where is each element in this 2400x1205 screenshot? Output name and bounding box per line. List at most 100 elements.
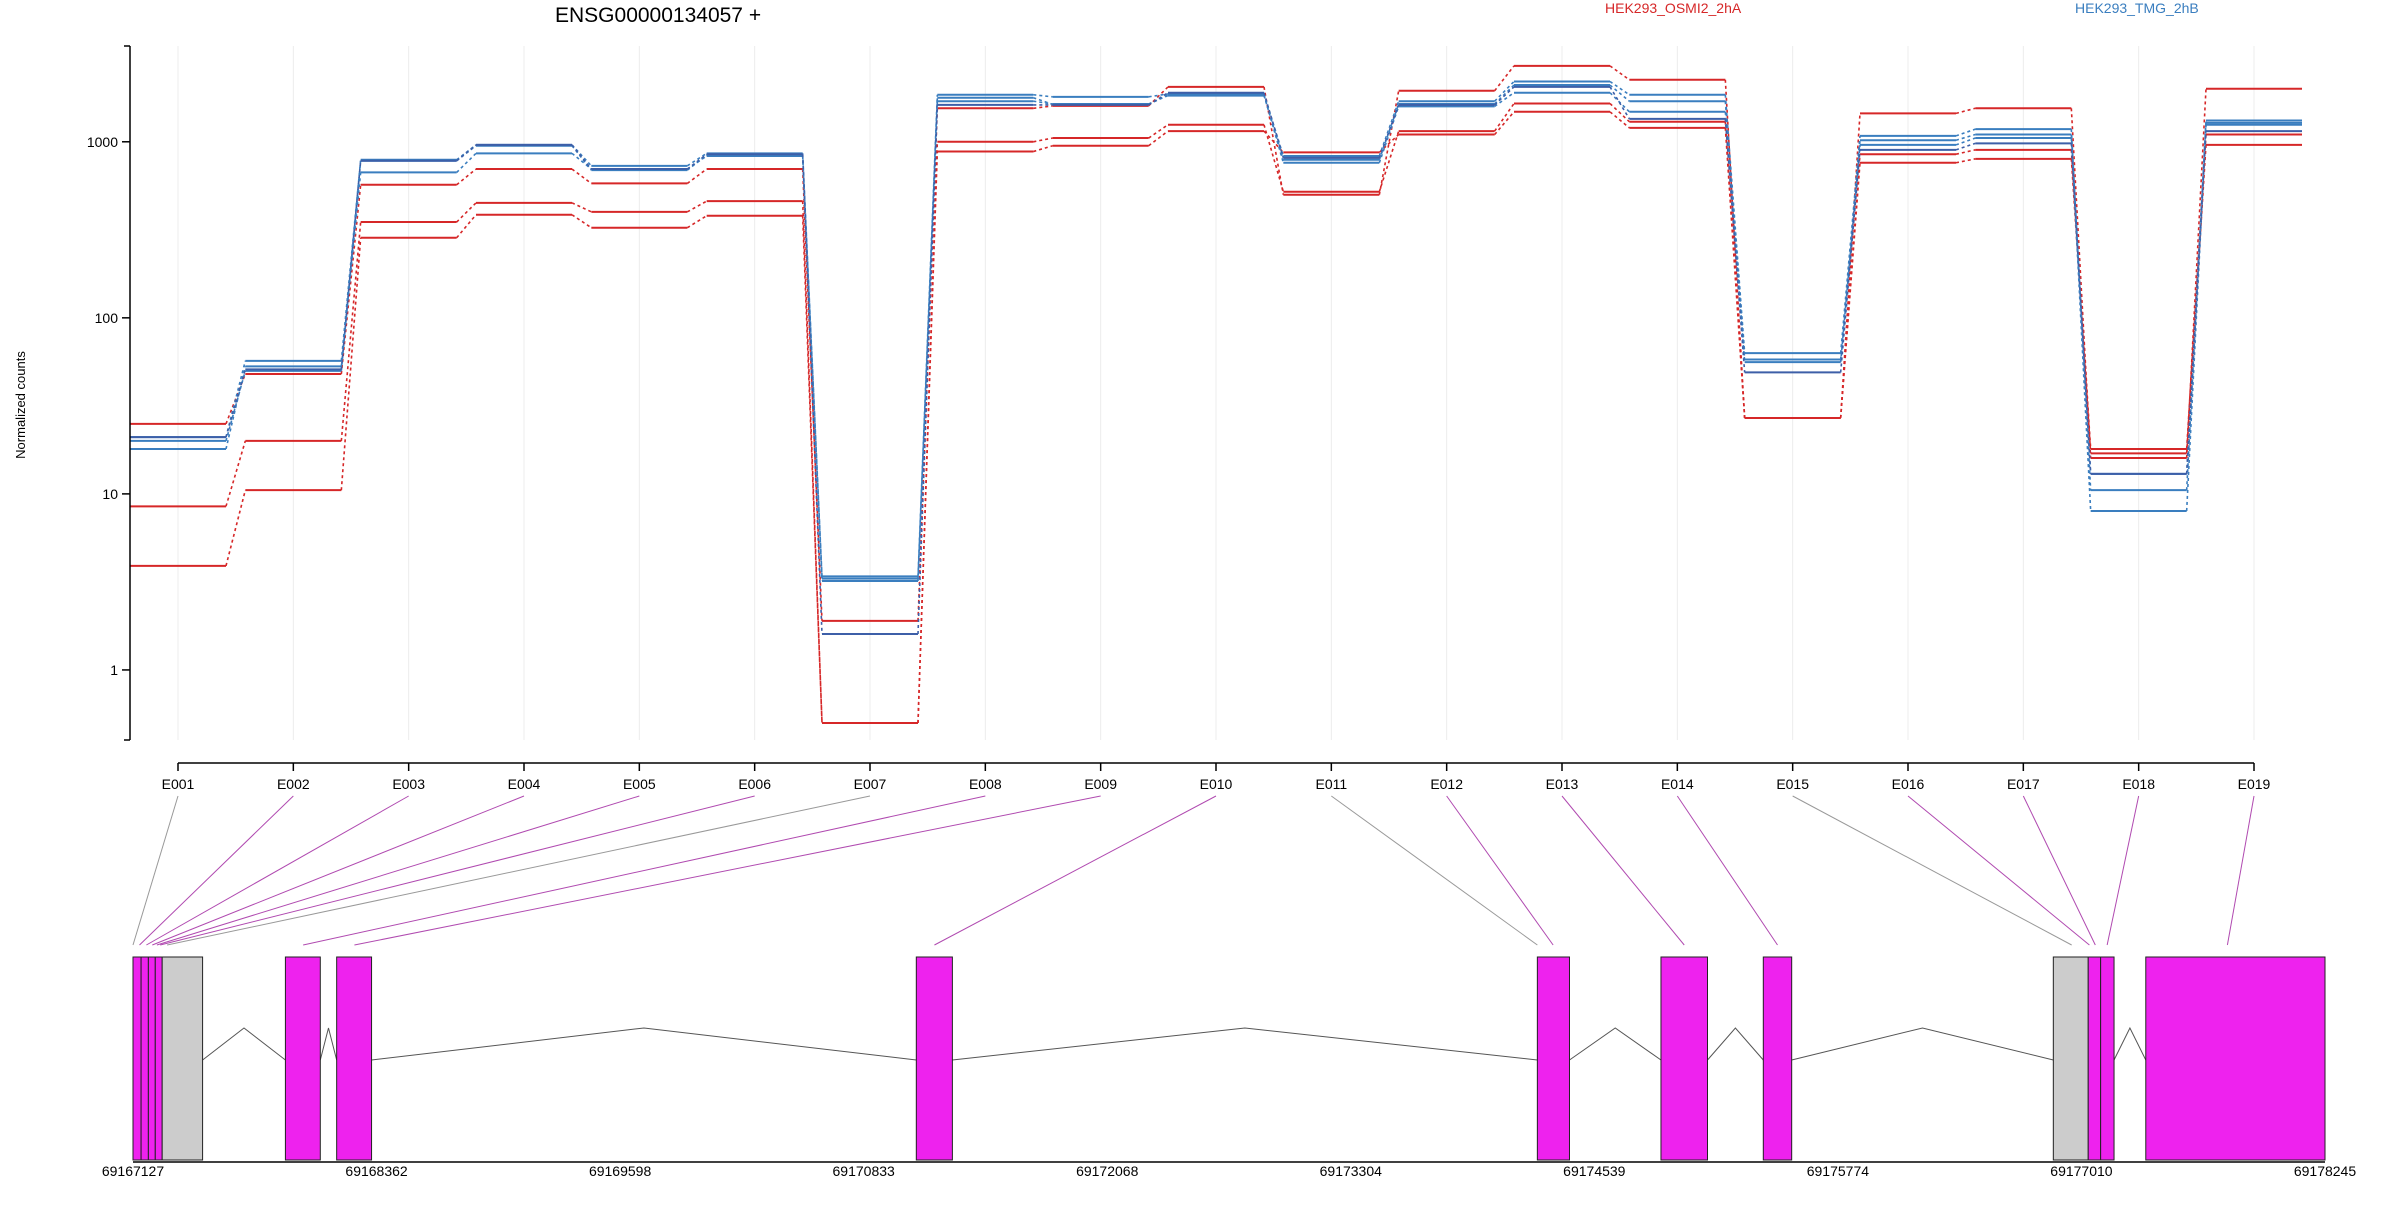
gene-exon-5 xyxy=(161,956,204,1161)
gene-exon-1 xyxy=(132,956,142,1161)
intron-10 xyxy=(1707,1027,1764,1061)
series-7-connector-E006 xyxy=(801,154,823,635)
series-2-connector-E009 xyxy=(1148,124,1169,139)
coord-tick-label-69175774: 69175774 xyxy=(1807,1163,1870,1179)
series-5-connector-E008 xyxy=(1033,100,1053,105)
series-3-connector-E002 xyxy=(340,237,362,491)
y-axis-label: Normalized counts xyxy=(13,351,28,459)
series-7-connector-E015 xyxy=(1839,149,1861,373)
mapping-line-E002 xyxy=(139,795,294,946)
series-2-connector-E001 xyxy=(225,440,247,507)
gene-exon-12 xyxy=(2052,956,2089,1161)
x-tick-label-E004: E004 xyxy=(508,776,541,792)
coord-tick-label-69177010: 69177010 xyxy=(2050,1163,2113,1179)
gene-exon-10 xyxy=(1660,956,1709,1161)
series-layer xyxy=(130,64,2302,724)
gene-exon-4 xyxy=(154,956,163,1161)
series-3-connector-E014 xyxy=(1724,127,1746,418)
series-5-connector-E007 xyxy=(917,101,939,579)
gene-exon-15 xyxy=(2145,956,2326,1161)
series-4-connector-E012 xyxy=(1494,80,1515,102)
series-1-connector-E016 xyxy=(1955,107,1976,115)
intron-9 xyxy=(1569,1027,1662,1061)
mapping-line-E006 xyxy=(160,795,755,946)
mapping-line-E001 xyxy=(132,795,179,946)
series-1-connector-E003 xyxy=(456,168,477,186)
y-tick-label-10: 10 xyxy=(102,486,118,502)
mapping-line-E019 xyxy=(2226,795,2255,946)
coord-tick-label-69169598: 69169598 xyxy=(589,1163,652,1179)
gene-exon-14 xyxy=(2100,956,2115,1161)
mapping-line-E016 xyxy=(1907,795,2090,946)
series-7-connector-E013 xyxy=(1609,86,1631,120)
gene-exon-7 xyxy=(336,956,373,1161)
legend-label-condition-1: HEK293_OSMI2_2hA xyxy=(1605,0,1742,16)
mapping-line-E003 xyxy=(146,795,409,946)
series-2-connector-E012 xyxy=(1494,103,1515,132)
series-2-connector-E004 xyxy=(571,202,592,213)
coord-tick-label-69170833: 69170833 xyxy=(833,1163,896,1179)
mapping-line-E010 xyxy=(934,795,1217,946)
x-tick-label-E016: E016 xyxy=(1892,776,1925,792)
intron-5 xyxy=(202,1027,286,1061)
mapping-line-E005 xyxy=(156,795,640,946)
series-1-connector-E012 xyxy=(1494,65,1515,92)
x-tick-label-E009: E009 xyxy=(1084,776,1117,792)
x-tick-label-E013: E013 xyxy=(1546,776,1579,792)
grid-layer xyxy=(177,46,2255,740)
series-4-connector-E016 xyxy=(1955,128,1976,137)
series-1-connector-E002 xyxy=(340,184,362,375)
series-4-connector-E004 xyxy=(571,144,592,167)
series-1-connector-E005 xyxy=(686,168,708,185)
series-3-connector-E013 xyxy=(1609,111,1630,129)
mapping-line-E011 xyxy=(1331,795,1538,946)
series-5-connector-E018 xyxy=(2185,124,2207,511)
legend-label-condition-2: HEK293_TMG_2hB xyxy=(2075,0,2199,16)
series-4-connector-E018 xyxy=(2185,120,2207,491)
chart-title: ENSG00000134057 + xyxy=(555,4,761,27)
series-2-connector-E011 xyxy=(1378,130,1400,193)
gene-exon-6 xyxy=(284,956,321,1161)
x-tick-label-E019: E019 xyxy=(2238,776,2271,792)
gene-exon-11 xyxy=(1762,956,1793,1161)
x-tick-label-E001: E001 xyxy=(162,776,195,792)
series-4-connector-E008 xyxy=(1033,93,1053,98)
series-7-connector-E017 xyxy=(2070,143,2092,474)
gene-exon-8 xyxy=(915,956,953,1161)
series-7-connector-E005 xyxy=(686,153,708,170)
mapping-line-E008 xyxy=(303,795,986,946)
intron-14 xyxy=(2113,1026,2147,1061)
gene-exon-3 xyxy=(147,956,156,1161)
mapping-line-E004 xyxy=(152,795,525,946)
mapping-line-E013 xyxy=(1561,795,1685,946)
series-6-connector-E006 xyxy=(801,155,823,582)
series-6-connector-E012 xyxy=(1494,92,1515,107)
gene-model-layer: 69167127 69168362 69169598 69170833 69172068… xyxy=(102,795,2357,1179)
series-6-connector-E009 xyxy=(1148,94,1169,106)
coord-tick-label-69178245: 69178245 xyxy=(2294,1163,2357,1179)
intron-11 xyxy=(1791,1027,2054,1061)
gene-exon-13 xyxy=(2087,956,2102,1161)
series-1-connector-E015 xyxy=(1839,113,1861,418)
axes-layer: 1 10 100 1000 E001 E002 E003 E004 E005 E006 E007 E0… xyxy=(87,45,2271,792)
mapping-line-E018 xyxy=(2106,795,2140,946)
series-2-connector-E013 xyxy=(1609,102,1630,123)
series-7-connector-E010 xyxy=(1263,92,1285,159)
series-4-connector-E011 xyxy=(1378,100,1400,157)
series-3-connector-E008 xyxy=(1033,144,1053,153)
series-5-connector-E015 xyxy=(1839,140,1861,360)
x-tick-label-E002: E002 xyxy=(277,776,310,792)
series-3-connector-E009 xyxy=(1148,130,1169,147)
mapping-line-E007 xyxy=(167,795,871,946)
x-tick-label-E005: E005 xyxy=(623,776,656,792)
series-5-connector-E013 xyxy=(1609,84,1630,102)
coord-tick-label-69174539: 69174539 xyxy=(1563,1163,1626,1179)
x-tick-label-E015: E015 xyxy=(1776,776,1809,792)
mapping-line-E017 xyxy=(2022,795,2096,946)
series-6-connector-E011 xyxy=(1378,106,1400,164)
x-tick-label-E006: E006 xyxy=(738,776,771,792)
x-tick-label-E017: E017 xyxy=(2007,776,2040,792)
series-5-connector-E003 xyxy=(456,152,477,173)
